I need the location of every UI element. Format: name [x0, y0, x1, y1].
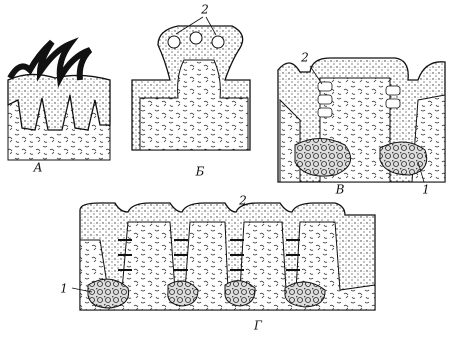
annotation: 1: [60, 282, 68, 296]
pointer: [175, 16, 217, 36]
tissue: [139, 59, 249, 151]
annotation: 1: [422, 183, 430, 197]
gland: [167, 280, 199, 307]
panel-label: А: [32, 161, 42, 175]
gland: [294, 138, 352, 177]
gland: [379, 141, 428, 176]
annotation: 2: [238, 194, 247, 208]
panel-d: 2 1 Г: [60, 194, 376, 333]
taste-buds: [317, 81, 401, 118]
gland: [224, 280, 256, 307]
filiform-tips: [7, 37, 93, 88]
panel-label: Г: [253, 319, 263, 333]
gland: [87, 278, 130, 309]
taste-buds: [118, 239, 300, 271]
epithelium: [7, 73, 111, 131]
pointer: [309, 65, 425, 183]
taste-bud: [189, 31, 203, 45]
panel-label: В: [335, 183, 345, 197]
panel-c: 2 1 В: [277, 51, 446, 197]
panel-label: Б: [195, 165, 205, 179]
gland: [284, 281, 326, 308]
annotation: 2: [200, 3, 209, 17]
pointer: [71, 287, 93, 293]
panel-b: 2 Б: [131, 3, 251, 179]
taste-bud: [211, 35, 225, 49]
panel-a: А: [7, 37, 111, 175]
annotation: 2: [300, 51, 309, 65]
taste-bud: [167, 35, 181, 49]
